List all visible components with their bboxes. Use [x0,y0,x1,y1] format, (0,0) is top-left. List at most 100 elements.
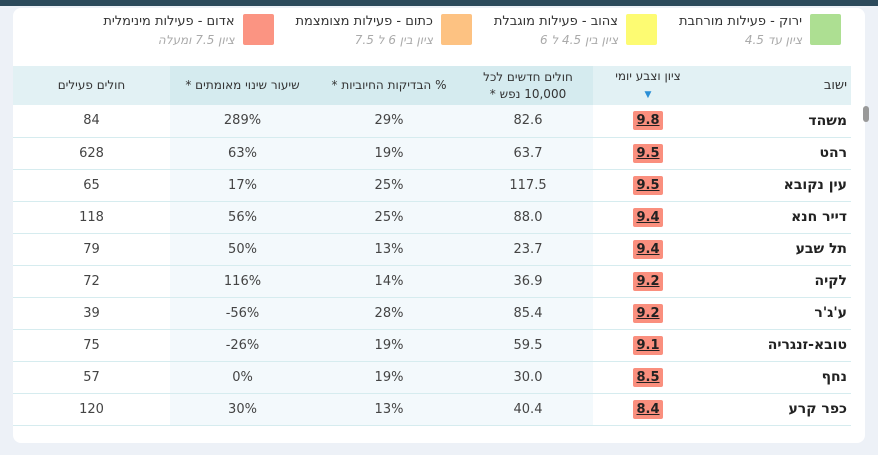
change-rate-cell: -56% [170,297,315,330]
traffic-light-card: אדום - פעילות מינימלית ציון 7.5 ומעלה כתום… [13,8,869,443]
score-badge[interactable]: 9.1 [633,335,663,355]
town-name: נחף [703,361,851,394]
town-name: רהט [703,137,851,170]
score-cell: 8.4 [593,393,703,426]
new-cases-cell: 63.7 [463,137,593,170]
new-cases-cell: 88.0 [463,201,593,234]
table-row[interactable]: דייר חנא 9.4 88.0 25% 56% 118 [13,201,851,234]
score-badge[interactable]: 9.4 [633,239,663,259]
legend-swatch [440,14,472,45]
new-cases-cell: 59.5 [463,329,593,362]
active-cell: 628 [13,137,170,170]
new-cases-cell: 36.9 [463,265,593,298]
change-rate-cell: -26% [170,329,315,362]
active-cell: 118 [13,201,170,234]
town-name: ע'ג'ר [703,297,851,330]
new-cases-cell: 117.5 [463,169,593,202]
legend-swatch [242,14,274,45]
positive-tests-cell: 29% [315,105,463,138]
score-cell: 9.5 [593,137,703,170]
legend-range: ציון עד 4.5 [744,33,802,47]
score-cell: 9.5 [593,169,703,202]
town-name: כפר קרע [703,393,851,426]
change-rate-cell: 289% [170,105,315,138]
score-badge[interactable]: 9.4 [633,207,663,227]
legend-swatch [626,14,657,45]
score-badge[interactable]: 9.2 [633,303,663,323]
legend-title: ירוק - פעילות מורחבת [679,14,802,29]
change-rate-cell: 30% [170,393,315,426]
legend-range: ציון 7.5 ומעלה [157,33,235,47]
new-cases-cell: 30.0 [463,361,593,394]
change-rate-cell: 17% [170,169,315,202]
new-cases-cell: 40.4 [463,393,593,426]
positive-tests-cell: 28% [315,297,463,330]
legend-title: אדום - פעילות מינימלית [103,14,235,29]
towns-table: ישוב ציון וצבע יומי ▼ חולים חדשים לכל 10,… [13,66,851,426]
score-badge[interactable]: 8.4 [633,399,663,419]
town-name: משהד [703,105,851,138]
header-score[interactable]: ציון וצבע יומי ▼ [593,66,703,105]
active-cell: 79 [13,233,170,266]
active-cell: 57 [13,361,170,394]
scrollbar-thumb[interactable] [863,106,869,122]
score-badge[interactable]: 9.8 [633,111,663,131]
header-score-label: ציון וצבע יומי [615,68,681,83]
positive-tests-cell: 13% [315,233,463,266]
town-name: טובא-זנגריה [703,329,851,362]
active-cell: 75 [13,329,170,362]
legend-item: אדום - פעילות מינימלית ציון 7.5 ומעלה [103,14,274,47]
table-row[interactable]: משהד 9.8 82.6 29% 289% 84 [13,105,851,138]
legend-item: צהוב - פעילות מוגבלת ציון בין 4.5 ל 6 [494,14,657,47]
new-cases-cell: 23.7 [463,233,593,266]
table-row[interactable]: ע'ג'ר 9.2 85.4 28% -56% 39 [13,297,851,330]
change-rate-cell: 56% [170,201,315,234]
positive-tests-cell: 25% [315,201,463,234]
active-cell: 84 [13,105,170,138]
header-change-rate[interactable]: שיעור שינוי מאומתים * [170,66,315,105]
positive-tests-cell: 14% [315,265,463,298]
active-cell: 39 [13,297,170,330]
table-row[interactable]: כפר קרע 8.4 40.4 13% 30% 120 [13,393,851,426]
score-cell: 9.2 [593,297,703,330]
active-cell: 120 [13,393,170,426]
score-cell: 9.4 [593,201,703,234]
header-positive-tests[interactable]: % הבדיקות החיוביות * [315,66,463,105]
header-town[interactable]: ישוב [703,66,851,105]
legend-range: ציון בין 4.5 ל 6 [539,33,618,47]
positive-tests-cell: 19% [315,361,463,394]
header-active[interactable]: חולים פעילים [13,66,170,105]
score-cell: 9.8 [593,105,703,138]
town-name: תל שבע [703,233,851,266]
legend-title: כתום - פעילות מצומצמת [295,14,433,29]
color-legend: אדום - פעילות מינימלית ציון 7.5 ומעלה כתום… [103,14,841,47]
new-cases-cell: 82.6 [463,105,593,138]
town-name: עין נקובא [703,169,851,202]
change-rate-cell: 63% [170,137,315,170]
legend-item: ירוק - פעילות מורחבת ציון עד 4.5 [679,14,841,47]
legend-title: צהוב - פעילות מוגבלת [493,14,618,29]
change-rate-cell: 0% [170,361,315,394]
change-rate-cell: 50% [170,233,315,266]
table-row[interactable]: טובא-זנגריה 9.1 59.5 19% -26% 75 [13,329,851,362]
score-cell: 9.1 [593,329,703,362]
positive-tests-cell: 13% [315,393,463,426]
score-cell: 8.5 [593,361,703,394]
sort-desc-icon[interactable]: ▼ [644,89,652,100]
town-name: דייר חנא [703,201,851,234]
table-row[interactable]: לקיה 9.2 36.9 14% 116% 72 [13,265,851,298]
new-cases-cell: 85.4 [463,297,593,330]
score-badge[interactable]: 9.5 [633,175,663,195]
score-badge[interactable]: 8.5 [633,367,663,387]
legend-item: כתום - פעילות מצומצמת ציון בין 6 ל 7.5 [296,14,472,47]
header-new-cases[interactable]: חולים חדשים לכל 10,000 נפש * [463,66,593,105]
table-row[interactable]: רהט 9.5 63.7 19% 63% 628 [13,137,851,170]
legend-swatch [810,14,841,45]
score-badge[interactable]: 9.2 [633,271,663,291]
score-badge[interactable]: 9.5 [633,143,663,163]
table-row[interactable]: נחף 8.5 30.0 19% 0% 57 [13,361,851,394]
positive-tests-cell: 19% [315,137,463,170]
score-cell: 9.4 [593,233,703,266]
table-row[interactable]: עין נקובא 9.5 117.5 25% 17% 65 [13,169,851,202]
table-row[interactable]: תל שבע 9.4 23.7 13% 50% 79 [13,233,851,266]
